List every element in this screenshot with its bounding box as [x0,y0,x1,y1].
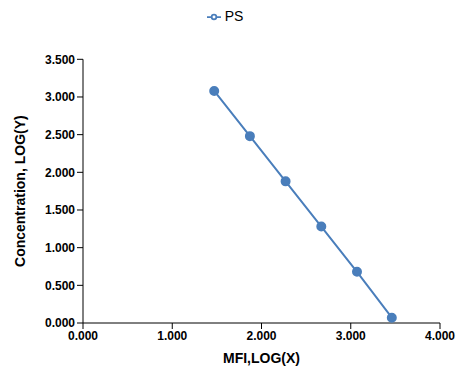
svg-text:Concentration, LOG(Y): Concentration, LOG(Y) [12,115,28,267]
svg-text:1.000: 1.000 [45,241,75,255]
svg-text:3.000: 3.000 [336,329,366,343]
svg-text:3.000: 3.000 [45,90,75,104]
svg-text:4.000: 4.000 [425,329,455,343]
svg-text:2.000: 2.000 [246,329,276,343]
svg-text:2.500: 2.500 [45,128,75,142]
svg-text:MFI,LOG(X): MFI,LOG(X) [223,350,300,366]
svg-text:1.000: 1.000 [157,329,187,343]
svg-text:0.000: 0.000 [68,329,98,343]
svg-text:1.500: 1.500 [45,203,75,217]
svg-text:0.000: 0.000 [45,316,75,330]
svg-text:0.500: 0.500 [45,279,75,293]
html-text:PS: PS [224,8,244,24]
svg-text:3.500: 3.500 [45,53,75,67]
svg-text:2.000: 2.000 [45,166,75,180]
